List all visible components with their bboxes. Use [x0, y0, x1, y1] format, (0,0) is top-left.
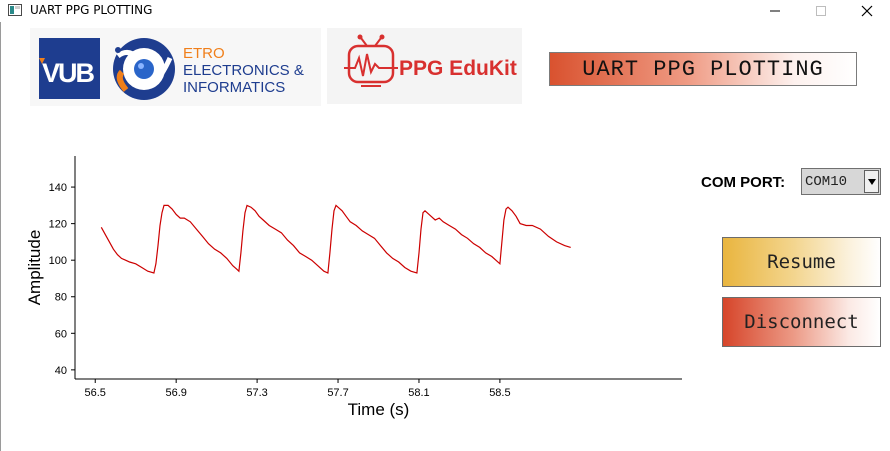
close-button[interactable]	[844, 0, 890, 22]
ppg-signal-line	[100, 204, 571, 274]
com-port-dropdown-button[interactable]	[864, 170, 879, 193]
vub-etro-logo: VUB ETRO ELECTRONICS & INFORMATICS	[30, 28, 321, 106]
app-icon	[8, 4, 22, 16]
etro-logo-text-3: INFORMATICS	[183, 79, 285, 96]
y-tick-label: 40	[55, 365, 67, 377]
x-axis-title: Time (s)	[348, 400, 410, 419]
chevron-down-icon	[867, 178, 876, 185]
minimize-icon	[770, 10, 780, 12]
x-tick-label: 57.3	[246, 387, 267, 399]
x-tick-label: 57.7	[327, 387, 348, 399]
x-tick-label: 56.5	[85, 387, 106, 399]
ppg-edukit-logo-graphic: PPG EduKit	[344, 34, 517, 87]
y-tick-label: 100	[49, 255, 67, 267]
app-header-title: UART PPG PLOTTING	[582, 56, 824, 82]
x-tick-label: 58.5	[489, 387, 510, 399]
vub-logo-text: VUB	[42, 58, 95, 88]
resume-button[interactable]: Resume	[722, 237, 881, 287]
vub-etro-logo-graphic: VUB ETRO ELECTRONICS & INFORMATICS	[39, 38, 304, 100]
etro-logo-text-2: ELECTRONICS &	[183, 62, 304, 79]
window-title: UART PPG PLOTTING	[30, 3, 153, 17]
maximize-button[interactable]	[798, 0, 844, 22]
close-icon	[861, 5, 873, 17]
x-tick-label: 58.1	[408, 387, 429, 399]
y-tick-label: 120	[49, 219, 67, 231]
etro-logo-text-1: ETRO	[183, 45, 225, 62]
com-port-label: COM PORT:	[701, 174, 786, 191]
maximize-icon	[816, 6, 826, 16]
com-port-value: COM10	[805, 174, 848, 190]
minimize-button[interactable]	[752, 0, 798, 22]
ppg-logo-text: PPG EduKit	[399, 57, 517, 80]
window-left-border	[0, 22, 1, 451]
title-bar: UART PPG PLOTTING	[0, 0, 890, 22]
y-tick-label: 60	[55, 328, 67, 340]
y-tick-label: 140	[49, 182, 67, 194]
ppg-edukit-logo: PPG EduKit	[327, 28, 522, 104]
x-tick-label: 56.9	[165, 387, 186, 399]
com-port-select[interactable]: COM10	[801, 168, 881, 195]
y-tick-label: 80	[55, 292, 67, 304]
app-header-banner: UART PPG PLOTTING	[549, 52, 857, 86]
ppg-chart: 40 60 80 100 120 140 56.5 56.9 57.3 57.7 58.1 58.5 T…	[25, 156, 682, 419]
disconnect-button[interactable]: Disconnect	[722, 297, 881, 347]
y-axis-title: Amplitude	[25, 230, 44, 306]
